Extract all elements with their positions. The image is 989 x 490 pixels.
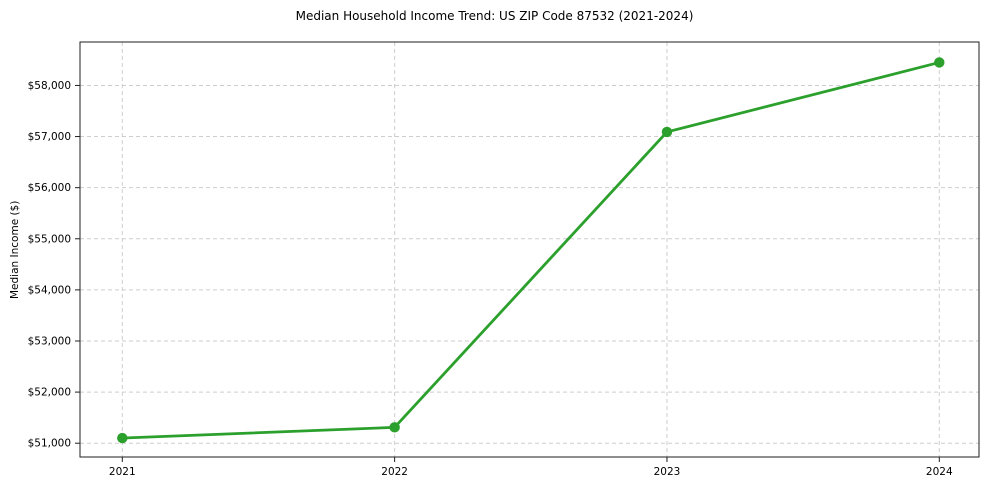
y-tick-label: $51,000 <box>28 438 71 450</box>
x-tick-label: 2024 <box>926 466 953 478</box>
y-tick-label: $53,000 <box>28 335 71 347</box>
y-tick-label: $54,000 <box>28 284 71 296</box>
trend-line <box>120 61 941 440</box>
y-tick-label: $56,000 <box>28 182 71 194</box>
x-tick-label: 2023 <box>654 466 681 478</box>
plot-border <box>79 41 980 458</box>
y-tick-label: $58,000 <box>28 80 71 92</box>
y-tick-label: $55,000 <box>28 233 71 245</box>
data-point-marker <box>661 126 673 138</box>
data-point-marker <box>117 432 128 444</box>
chart-title: Median Household Income Trend: US ZIP Co… <box>295 9 694 23</box>
data-point-marker <box>934 57 945 68</box>
y-tick-label: $52,000 <box>28 387 71 399</box>
x-tick-label: 2022 <box>381 466 408 478</box>
x-tick-label: 2021 <box>109 466 136 478</box>
data-point-marker <box>389 422 400 433</box>
y-tick-label: $57,000 <box>28 131 71 143</box>
